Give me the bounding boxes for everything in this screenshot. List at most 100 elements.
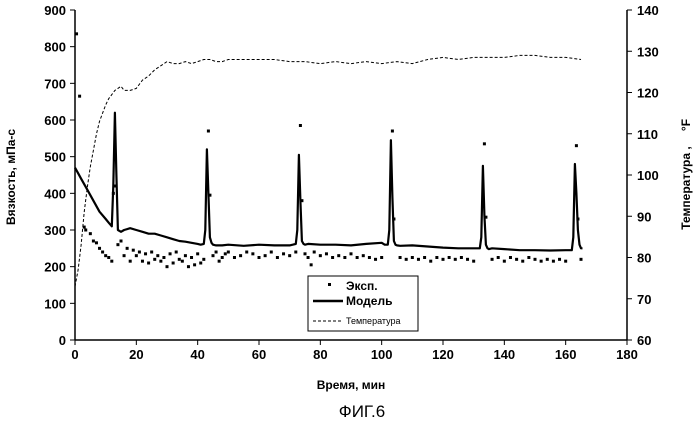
exp-point	[356, 256, 359, 259]
exp-point	[141, 260, 144, 263]
exp-point	[343, 256, 346, 259]
exp-point	[368, 256, 371, 259]
exp-point	[172, 262, 175, 265]
exp-point	[337, 254, 340, 257]
x-tick-label: 0	[71, 347, 78, 362]
exp-point	[162, 256, 165, 259]
y2-tick-label: 90	[637, 209, 651, 224]
exp-point	[497, 256, 500, 259]
exp-point	[129, 260, 132, 263]
exp-point	[181, 260, 184, 263]
y-tick-label: 700	[44, 76, 66, 91]
x-tick-label: 60	[252, 347, 266, 362]
exp-point	[515, 258, 518, 261]
exp-point	[245, 251, 248, 254]
exp-point	[251, 252, 254, 255]
exp-point	[405, 258, 408, 261]
exp-point	[282, 252, 285, 255]
exp-point	[120, 240, 123, 243]
exp-point	[202, 258, 205, 261]
exp-point	[429, 260, 432, 263]
exp-point	[423, 256, 426, 259]
exp-point	[221, 256, 224, 259]
exp-point	[558, 258, 561, 261]
exp-point	[546, 258, 549, 261]
exp-point	[98, 247, 101, 250]
exp-point	[135, 254, 138, 257]
exp-point	[233, 256, 236, 259]
x-tick-label: 80	[313, 347, 327, 362]
y2-tick-label: 110	[637, 127, 658, 142]
exp-point	[299, 124, 302, 127]
x-tick-label: 140	[493, 347, 515, 362]
legend-label-temp: Температура	[346, 316, 401, 326]
exp-point	[411, 256, 414, 259]
exp-point	[166, 265, 169, 268]
exp-point	[150, 251, 153, 254]
exp-point	[564, 260, 567, 263]
exp-point	[123, 254, 126, 257]
exp-point	[101, 251, 104, 254]
exp-point	[552, 260, 555, 263]
x-tick-label: 100	[371, 347, 393, 362]
exp-point	[276, 256, 279, 259]
exp-point	[374, 258, 377, 261]
exp-point	[483, 142, 486, 145]
exp-point	[442, 258, 445, 261]
y2-tick-label: 140	[637, 3, 659, 18]
exp-point	[196, 252, 199, 255]
figure-caption: ФИГ.6	[339, 402, 385, 421]
exp-point	[107, 256, 110, 259]
exp-point	[466, 258, 469, 261]
exp-point	[307, 256, 310, 259]
y2-tick-label: 120	[637, 86, 659, 101]
exp-point	[313, 251, 316, 254]
exp-point	[193, 263, 196, 266]
exp-point	[417, 258, 420, 261]
x-tick-label: 120	[432, 347, 454, 362]
y-tick-label: 200	[44, 260, 66, 275]
x-tick-label: 180	[616, 347, 638, 362]
exp-point	[304, 252, 307, 255]
exp-point	[460, 256, 463, 259]
x-tick-label: 20	[129, 347, 143, 362]
exp-point	[156, 254, 159, 257]
exp-point	[509, 256, 512, 259]
exp-point	[575, 144, 578, 147]
exp-point	[448, 256, 451, 259]
exp-point	[435, 256, 438, 259]
exp-point	[239, 254, 242, 257]
exp-point	[350, 252, 353, 255]
exp-point	[270, 251, 273, 254]
exp-point	[454, 258, 457, 261]
y-tick-label: 0	[59, 333, 66, 348]
exp-point	[147, 262, 150, 265]
exp-point	[503, 260, 506, 263]
exp-point	[380, 256, 383, 259]
exp-point	[331, 256, 334, 259]
exp-point	[169, 252, 172, 255]
y2-tick-label: 80	[637, 251, 651, 266]
y2-tick-label: 100	[637, 168, 659, 183]
legend-label-exp: Эксп.	[346, 279, 378, 293]
exp-point	[190, 256, 193, 259]
exp-point	[175, 251, 178, 254]
x-axis-label: Время, мин	[317, 378, 386, 392]
exp-point	[95, 241, 98, 244]
x-tick-label: 40	[190, 347, 204, 362]
exp-point	[472, 260, 475, 263]
exp-point	[215, 251, 218, 254]
exp-point	[92, 240, 95, 243]
legend: Эксп. Модель Температура	[308, 276, 418, 331]
y2-axis-label: Температура ,	[679, 146, 693, 229]
exp-point	[391, 130, 394, 133]
exp-point	[288, 254, 291, 257]
exp-point	[132, 249, 135, 252]
exp-point	[187, 265, 190, 268]
exp-point	[521, 260, 524, 263]
y2-tick-label: 70	[637, 292, 651, 307]
exp-point	[319, 254, 322, 257]
y-ticks: 0100200300400500600700800900	[44, 3, 75, 348]
y-tick-label: 900	[44, 3, 66, 18]
